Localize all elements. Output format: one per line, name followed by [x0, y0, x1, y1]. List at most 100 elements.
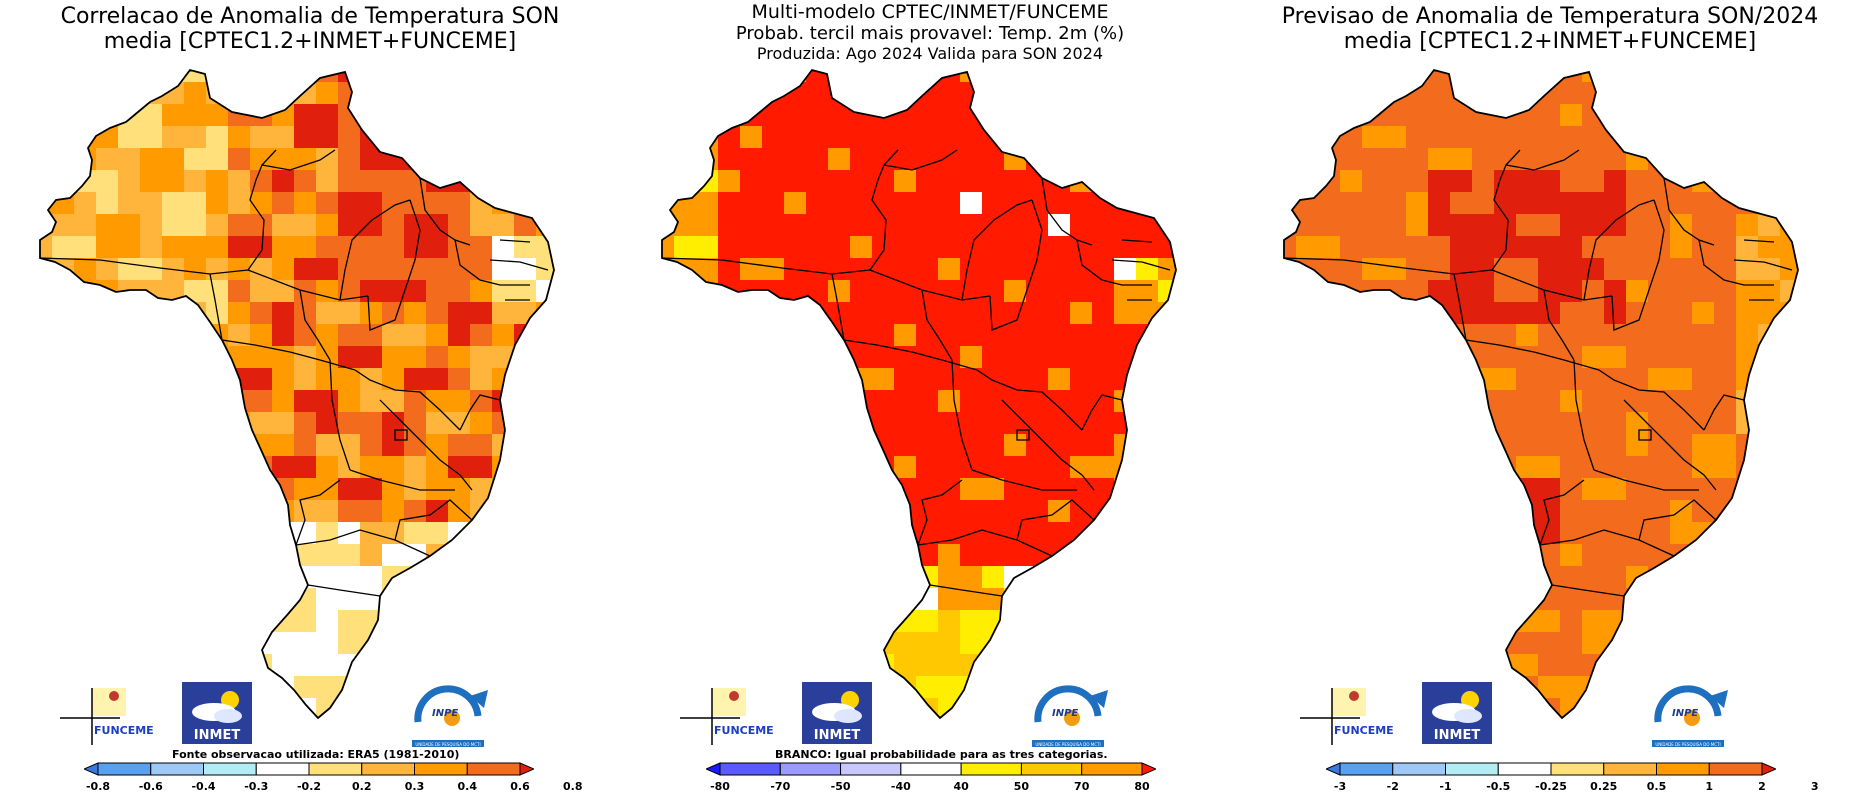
grid-cell [718, 544, 740, 566]
colorbar-tick-label: -3 [1333, 780, 1347, 793]
grid-cell [1158, 192, 1176, 214]
grid-cell [1714, 302, 1736, 324]
grid-cell [360, 170, 382, 192]
grid-cell [828, 104, 850, 126]
grid-cell [718, 390, 740, 412]
grid-cell [558, 676, 580, 698]
grid-cell [1714, 70, 1736, 82]
grid-cell [1362, 478, 1384, 500]
grid-cell [762, 258, 784, 280]
grid-cell [1384, 632, 1406, 654]
grid-cell [1296, 368, 1318, 390]
grid-cell [1004, 280, 1026, 302]
grid-cell [162, 390, 184, 412]
grid-cell [1604, 720, 1626, 742]
grid-cell [294, 236, 316, 258]
grid-cell [1384, 478, 1406, 500]
grid-cell [1428, 192, 1450, 214]
grid-cell [1026, 280, 1048, 302]
grid-cell [1582, 368, 1604, 390]
colorbar-segment [900, 762, 962, 776]
grid-cell [448, 126, 470, 148]
country-outline [39, 68, 555, 720]
grid-cell [1560, 214, 1582, 236]
grid-cell [118, 434, 140, 456]
funceme-logo: FUNCEME [1300, 688, 1394, 745]
grid-cell [1780, 170, 1798, 192]
grid-cell [762, 500, 784, 522]
grid-cell [762, 610, 784, 632]
grid-cell [448, 544, 470, 566]
grid-cell [1714, 544, 1736, 566]
grid-cell [40, 148, 52, 170]
colorbar-tick-label: 0.8 [563, 780, 583, 793]
grid-cell [118, 632, 140, 654]
colorbar-segment [1497, 762, 1552, 776]
grid-cell [828, 126, 850, 148]
grid-cell [662, 456, 674, 478]
grid-cell [404, 390, 426, 412]
grid-cell [1604, 412, 1626, 434]
state-border [917, 479, 963, 546]
grid-cell [536, 126, 554, 148]
grid-cell [1136, 522, 1158, 544]
grid-cell [360, 654, 382, 676]
grid-cell [662, 148, 674, 170]
grid-cell [536, 346, 554, 368]
inpe-text: INPE [1672, 708, 1698, 719]
grid-cell [1048, 412, 1070, 434]
grid-cell [1450, 324, 1472, 346]
grid-cell [1180, 720, 1202, 742]
grid-cell [1802, 544, 1824, 566]
grid-cell [806, 478, 828, 500]
grid-cell [1692, 412, 1714, 434]
grid-cell [1406, 170, 1428, 192]
grid-cell [250, 478, 272, 500]
grid-cell [140, 522, 162, 544]
grid-cell [74, 126, 96, 148]
grid-cell [674, 698, 696, 718]
grid-cell [294, 324, 316, 346]
grid-cell [828, 500, 850, 522]
grid-cell [470, 170, 492, 192]
grid-cell [1450, 192, 1472, 214]
grid-cell [1802, 258, 1824, 280]
grid-cell [470, 632, 492, 654]
grid-cell [1648, 412, 1670, 434]
grid-cell [162, 412, 184, 434]
grid-cell [1626, 214, 1648, 236]
grid-cell [404, 368, 426, 390]
grid-cell [206, 214, 228, 236]
grid-cell [1692, 632, 1714, 654]
colorbar-segment [308, 762, 363, 776]
grid-cell [1004, 412, 1026, 434]
grid-cell [558, 698, 580, 720]
grid-cell [1648, 236, 1670, 258]
grid-cell [1560, 544, 1582, 566]
grid-cell [1428, 522, 1450, 544]
grid-cell [338, 170, 360, 192]
grid-cell [1516, 544, 1538, 566]
grid-cell [1494, 566, 1516, 588]
grid-cell [806, 588, 828, 610]
grid-cell [294, 720, 316, 742]
grid-cell [1670, 192, 1692, 214]
grid-cell [740, 258, 762, 280]
grid-cell [1070, 654, 1092, 676]
grid-cell [1538, 302, 1560, 324]
grid-cell [1780, 676, 1798, 698]
grid-cell [1136, 588, 1158, 610]
grid-cell [360, 478, 382, 500]
grid-cell [206, 434, 228, 456]
grid-cell [1516, 588, 1538, 610]
grid-cell [228, 478, 250, 500]
grid-cell [40, 324, 52, 346]
colorbar-tick-label: -70 [770, 780, 791, 793]
grid-cell [696, 566, 718, 588]
grid-cell [184, 324, 206, 346]
grid-cell [404, 192, 426, 214]
grid-cell [1736, 654, 1758, 676]
grid-cell [1560, 390, 1582, 412]
grid-cell [448, 654, 470, 676]
